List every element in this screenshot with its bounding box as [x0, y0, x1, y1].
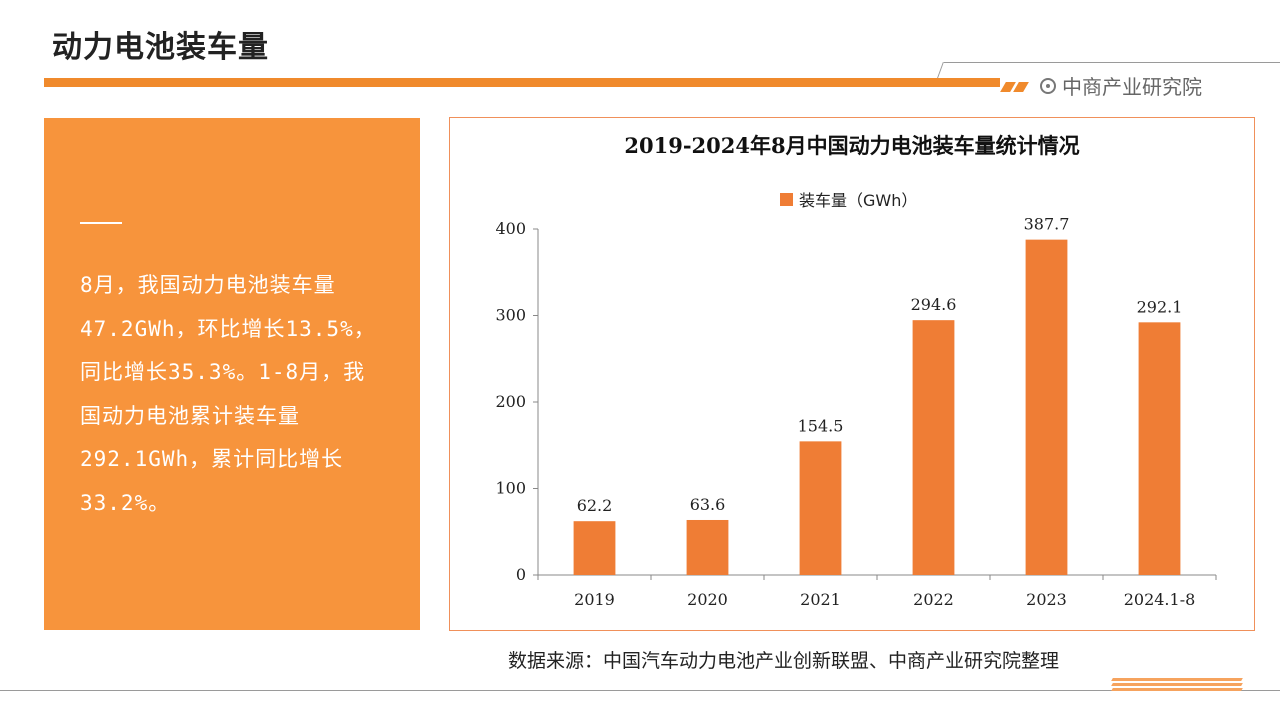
x-tick-label: 2022	[913, 590, 954, 609]
x-tick-label: 2019	[574, 590, 615, 609]
header-divider-line	[944, 62, 1280, 63]
summary-panel: 8月，我国动力电池装车量 47.2GWh，环比增长13.5%， 同比增长35.3…	[44, 118, 420, 630]
footer-divider-line	[0, 690, 1280, 691]
header-accent-bar	[44, 78, 1000, 87]
x-tick-label: 2021	[800, 590, 841, 609]
chart-title: 2019-2024年8月中国动力电池装车量统计情况	[624, 133, 1080, 158]
summary-line: 47.2GWh，环比增长13.5%，	[80, 316, 376, 341]
summary-line: 同比增长35.3%。1-8月，我	[80, 360, 366, 384]
legend-swatch	[780, 192, 793, 206]
x-tick-label: 2023	[1026, 590, 1067, 609]
x-tick-label: 2024.1-8	[1124, 590, 1196, 609]
chart-legend: 装车量（GWh）	[780, 187, 917, 211]
y-tick-label: 100	[495, 479, 526, 498]
page-title: 动力电池装车量	[52, 30, 269, 65]
data-label: 387.7	[1024, 215, 1070, 234]
x-tick-label: 2020	[687, 590, 728, 609]
y-tick-label: 200	[495, 392, 526, 411]
brand-circle-icon	[1040, 77, 1056, 94]
summary-line: 292.1GWh，累计同比增长	[80, 447, 344, 471]
bar-chart: 0 100 200 300 400 62.2 2019 63.6 2020 154.5 2021 29…	[495, 215, 1217, 609]
data-source-note: 数据来源：中国汽车动力电池产业创新联盟、中商产业研究院整理	[508, 650, 1060, 672]
summary-line: 国动力电池累计装车量	[80, 403, 300, 428]
footer-stripes	[1111, 678, 1243, 692]
bar	[686, 519, 729, 575]
bar	[1025, 239, 1068, 575]
y-tick-label: 400	[495, 219, 526, 238]
bar	[573, 521, 616, 575]
summary-text: 8月，我国动力电池装车量 47.2GWh，环比增长13.5%， 同比增长35.3…	[80, 264, 392, 525]
data-label: 294.6	[911, 295, 957, 314]
data-label: 62.2	[577, 496, 613, 515]
data-label: 292.1	[1137, 297, 1183, 316]
panel-divider	[80, 222, 122, 224]
legend-label: 装车量（GWh）	[799, 191, 918, 210]
data-label: 63.6	[690, 495, 726, 514]
bar	[799, 441, 842, 575]
brand-name: 中商产业研究院	[1062, 75, 1202, 99]
bar	[912, 320, 955, 575]
summary-line: 33.2%。	[80, 490, 171, 515]
y-tick-label: 300	[495, 306, 526, 325]
y-tick-label: 0	[516, 565, 526, 584]
data-label: 154.5	[798, 416, 844, 435]
header-stripes	[1000, 77, 1029, 96]
chart-container: 2019-2024年8月中国动力电池装车量统计情况 装车量（GWh） 0 100 2…	[449, 117, 1255, 631]
header-slant-line	[937, 62, 944, 78]
summary-line: 8月，我国动力电池装车量	[80, 273, 336, 297]
brand-logo: 中商产业研究院	[1040, 71, 1202, 100]
bar	[1138, 322, 1181, 575]
